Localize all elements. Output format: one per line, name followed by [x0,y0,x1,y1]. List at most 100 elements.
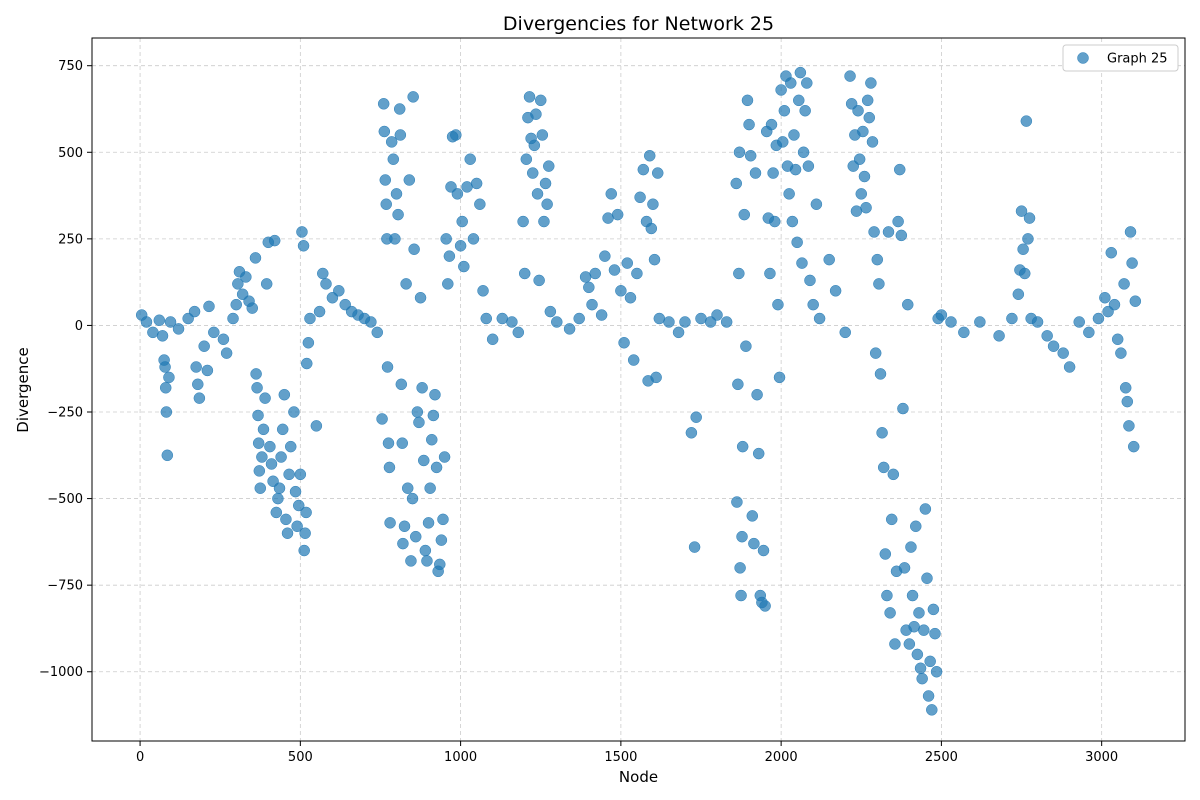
data-points [135,66,1142,716]
data-point [480,312,492,325]
data-point [935,309,948,321]
data-point [172,323,185,335]
data-point [1092,312,1105,325]
data-point [735,589,747,602]
data-point [1012,288,1025,301]
data-point [389,233,401,245]
data-point [624,291,637,304]
data-point [901,298,914,311]
data-point [531,188,544,200]
data-point [296,226,308,238]
data-point [1123,420,1135,432]
data-point [437,513,449,526]
data-point [648,253,661,266]
data-point [201,364,214,377]
data-point [918,624,930,636]
data-point [738,208,751,221]
data-point [874,368,887,380]
data-point [608,264,621,276]
data-point [304,312,316,325]
data-point [645,222,658,235]
data-point [772,298,784,311]
data-point [799,104,811,117]
data-point [751,388,763,401]
data-point [442,278,454,290]
data-point [993,330,1005,342]
data-point [272,492,284,505]
data-point [1017,243,1029,255]
data-point [270,506,283,519]
data-point [1073,316,1085,328]
data-point [397,537,409,550]
data-point [802,160,815,172]
data-point [679,316,691,328]
data-point [419,544,432,557]
data-point [538,215,550,228]
data-point [454,240,467,252]
data-point [280,513,292,526]
data-point [775,84,787,96]
data-point [440,233,452,245]
data-point [390,188,403,200]
data-point [512,326,525,339]
data-point [1018,267,1031,280]
data-point [889,638,901,650]
data-point [919,503,932,515]
data-point [288,406,300,418]
x-axis-label: Node [619,768,658,786]
data-point [217,333,230,346]
data-point [1031,316,1044,328]
data-point [313,305,326,318]
data-point [589,267,601,280]
data-point [400,278,412,290]
data-point [198,340,210,352]
data-point [426,433,438,446]
data-point [897,402,909,415]
data-point [865,77,877,89]
data-point [254,482,267,494]
data-point [294,468,307,481]
data-point [424,482,436,494]
data-point [690,411,702,423]
data-point [298,544,310,557]
data-point [443,250,456,262]
x-tick-label: 1500 [604,750,637,765]
data-point [788,129,800,141]
data-point [711,309,723,321]
data-point [477,285,489,297]
data-point [251,382,263,394]
data-point [450,129,462,141]
data-point [268,234,281,247]
data-point [190,361,202,373]
data-point [379,174,392,186]
data-point [595,309,608,321]
data-point [663,316,675,328]
data-point [230,298,242,311]
data-point [253,465,266,477]
data-point [299,527,311,539]
x-tick-label: 2000 [765,750,798,765]
data-point [208,326,220,339]
data-point [730,177,743,190]
data-point [416,382,428,394]
y-tick-label: −500 [47,492,83,507]
data-point [631,267,643,280]
data-point [530,108,542,120]
data-point [765,118,778,131]
data-point [744,149,757,162]
data-point [188,305,201,318]
y-tick-label: 750 [58,59,83,74]
data-point [881,589,893,602]
data-point [551,316,563,328]
data-point [283,468,295,481]
data-point [759,600,771,612]
data-point [192,378,204,391]
data-point [259,392,271,404]
data-point [291,520,303,533]
data-point [518,267,531,280]
x-tick-label: 1000 [444,750,477,765]
data-point [768,215,781,228]
data-point [695,312,707,325]
data-point [860,201,872,214]
data-point [749,167,762,179]
